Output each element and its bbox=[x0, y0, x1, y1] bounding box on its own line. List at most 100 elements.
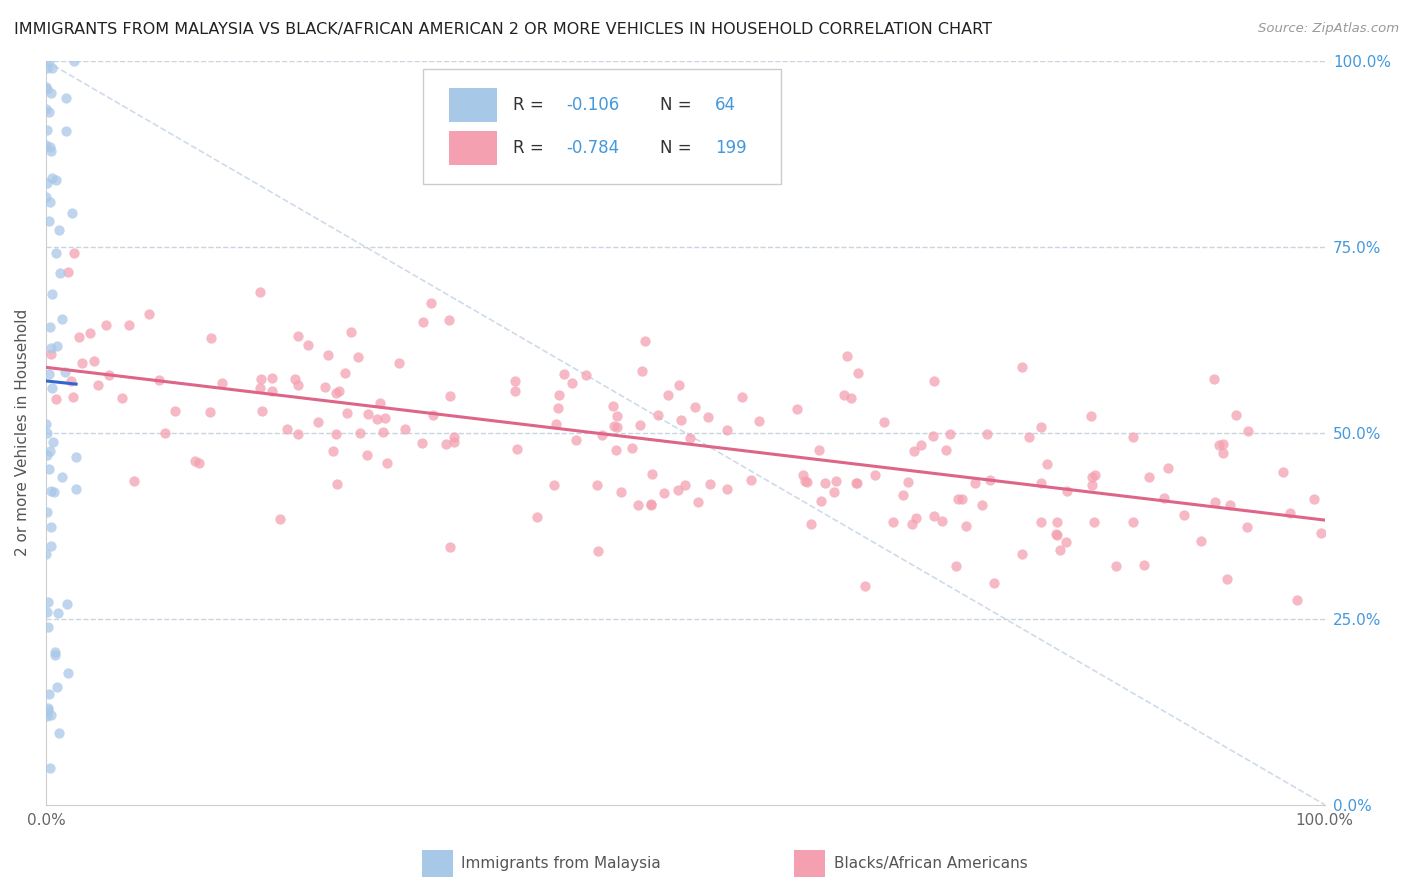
Point bbox=[823, 485, 845, 500]
Point bbox=[901, 517, 924, 532]
Point bbox=[605, 443, 627, 458]
Point bbox=[1031, 476, 1053, 491]
Point bbox=[35, 82, 58, 96]
Point bbox=[56, 597, 79, 611]
Point bbox=[37, 505, 59, 519]
Point bbox=[368, 395, 391, 409]
Point bbox=[38, 367, 60, 381]
Point bbox=[198, 405, 221, 419]
Point bbox=[1173, 508, 1195, 522]
Point bbox=[1212, 446, 1234, 460]
Point bbox=[983, 576, 1005, 591]
Point bbox=[44, 648, 66, 663]
Point bbox=[910, 438, 932, 452]
Point bbox=[55, 91, 77, 105]
Point bbox=[647, 408, 669, 422]
Point bbox=[603, 419, 626, 434]
Bar bbox=[449, 131, 498, 165]
Point bbox=[287, 329, 309, 343]
Point bbox=[924, 374, 946, 388]
Point bbox=[297, 338, 319, 352]
Point bbox=[716, 482, 738, 496]
Bar bbox=[794, 850, 825, 877]
Point bbox=[211, 376, 233, 390]
Point bbox=[1122, 515, 1144, 529]
Point bbox=[250, 404, 273, 418]
Text: -0.784: -0.784 bbox=[567, 139, 620, 157]
Point bbox=[371, 425, 394, 439]
Point bbox=[796, 475, 818, 489]
Point bbox=[882, 516, 904, 530]
Point bbox=[35, 137, 58, 152]
Point bbox=[1236, 520, 1258, 534]
Point bbox=[640, 498, 662, 512]
Point bbox=[1219, 499, 1241, 513]
Point bbox=[38, 461, 60, 475]
Point bbox=[249, 285, 271, 300]
Point bbox=[39, 520, 62, 534]
Point bbox=[1216, 572, 1239, 586]
Point bbox=[284, 371, 307, 385]
Point bbox=[697, 409, 720, 424]
Point bbox=[439, 540, 461, 554]
Point bbox=[1279, 506, 1302, 520]
Bar bbox=[422, 850, 453, 877]
Point bbox=[1046, 515, 1069, 529]
Point bbox=[55, 124, 77, 138]
Point bbox=[45, 246, 67, 260]
Point bbox=[41, 434, 63, 449]
Point bbox=[41, 61, 63, 75]
Point bbox=[51, 311, 73, 326]
Point bbox=[60, 205, 83, 219]
Point bbox=[65, 482, 87, 496]
Point bbox=[39, 443, 62, 458]
Point bbox=[1225, 408, 1247, 422]
Point bbox=[314, 380, 336, 394]
Point bbox=[1036, 458, 1059, 472]
Point bbox=[70, 356, 93, 370]
Point bbox=[35, 708, 58, 723]
Point bbox=[439, 389, 461, 403]
Point bbox=[666, 483, 689, 497]
Point bbox=[366, 412, 388, 426]
Point bbox=[835, 349, 858, 363]
Point bbox=[37, 176, 59, 190]
Point bbox=[547, 401, 569, 415]
Point bbox=[443, 435, 465, 450]
Point bbox=[853, 578, 876, 592]
Point bbox=[439, 313, 461, 327]
Point bbox=[657, 388, 679, 402]
Point bbox=[1031, 516, 1053, 530]
Point bbox=[1081, 477, 1104, 491]
Point bbox=[1056, 535, 1078, 549]
Point bbox=[39, 708, 62, 723]
Point bbox=[503, 374, 526, 388]
Point bbox=[37, 123, 59, 137]
Point bbox=[37, 703, 59, 717]
Point bbox=[41, 287, 63, 301]
Point bbox=[834, 388, 856, 402]
Point bbox=[249, 380, 271, 394]
Point bbox=[963, 475, 986, 490]
Point bbox=[586, 543, 609, 558]
Point bbox=[609, 485, 631, 500]
Point bbox=[845, 476, 868, 491]
Point bbox=[948, 491, 970, 506]
Point bbox=[138, 307, 160, 321]
Point bbox=[38, 105, 60, 120]
Point bbox=[35, 102, 58, 116]
Point bbox=[325, 385, 347, 400]
Point bbox=[575, 368, 598, 383]
Point bbox=[412, 315, 434, 329]
Point bbox=[39, 86, 62, 100]
Point bbox=[322, 444, 344, 458]
Point bbox=[328, 384, 350, 398]
Point bbox=[740, 473, 762, 487]
Text: N =: N = bbox=[659, 139, 696, 157]
Point bbox=[1189, 534, 1212, 549]
Point bbox=[356, 448, 378, 462]
Point bbox=[1049, 543, 1071, 558]
Point bbox=[48, 725, 70, 739]
Point bbox=[56, 265, 79, 279]
Point bbox=[38, 54, 60, 69]
